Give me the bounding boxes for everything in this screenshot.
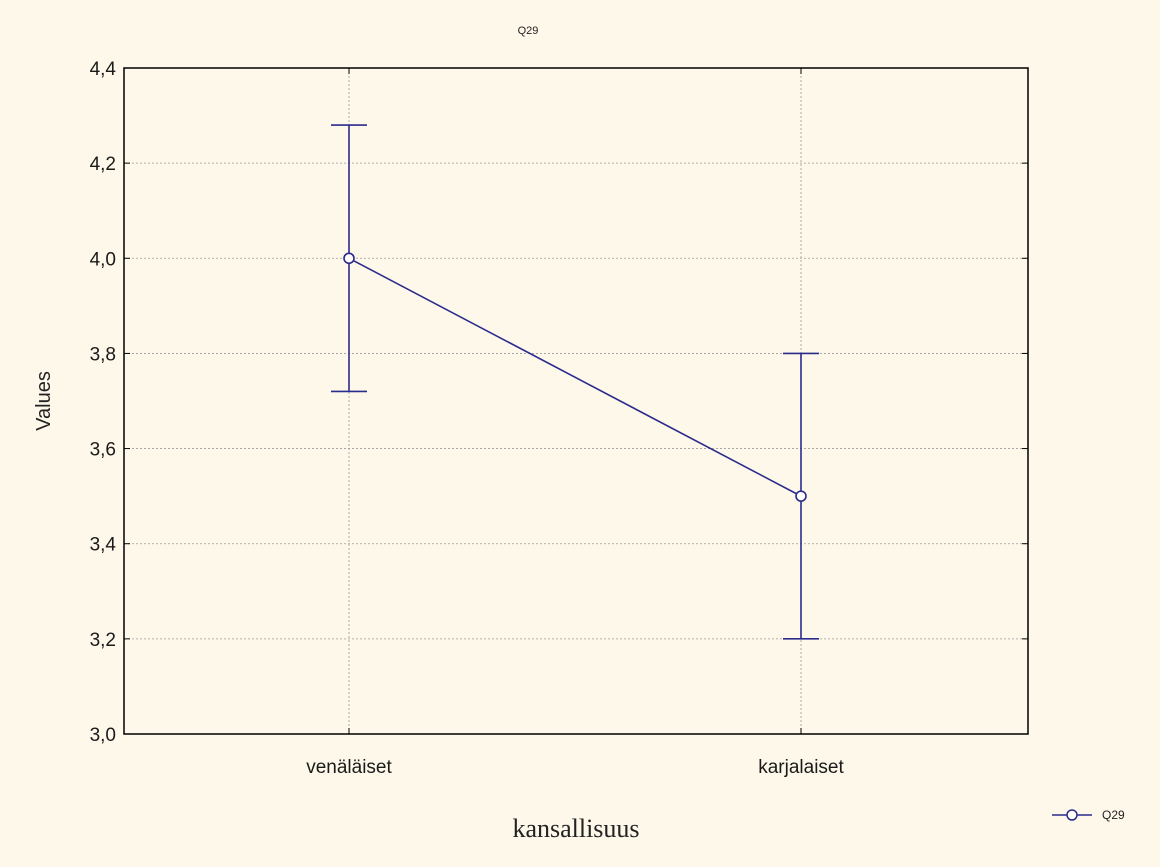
data-point <box>343 252 355 265</box>
y-tick-label: 4,0 <box>90 249 116 270</box>
legend: Q29 <box>1052 808 1125 822</box>
y-tick-label: 3,6 <box>90 440 116 461</box>
y-tick-label: 3,0 <box>90 725 116 746</box>
y-tick-label: 4,4 <box>90 59 117 80</box>
x-axis-label: kansallisuus <box>512 814 639 843</box>
legend-label: Q29 <box>1102 808 1125 822</box>
y-tick-label: 4,2 <box>90 154 116 175</box>
y-tick-label: 3,4 <box>90 535 117 556</box>
y-axis-label: Values <box>33 371 55 431</box>
gridlines <box>124 68 1028 734</box>
x-tick-label: venäläiset <box>306 757 392 778</box>
data-point <box>795 490 807 502</box>
y-tick-label: 3,2 <box>90 630 116 651</box>
axes: 3,0 3,2 3,4 3,6 3,8 4,0 4,2 4,4 venäläiset karjal… <box>90 59 1028 778</box>
x-tick-label: karjalaiset <box>758 757 844 778</box>
chart-title: Q29 <box>518 25 539 37</box>
legend-marker <box>1066 809 1078 821</box>
y-tick-label: 3,8 <box>90 344 116 365</box>
series-layer <box>331 124 819 640</box>
series-line <box>348 257 802 497</box>
plot-frame <box>123 67 1029 735</box>
